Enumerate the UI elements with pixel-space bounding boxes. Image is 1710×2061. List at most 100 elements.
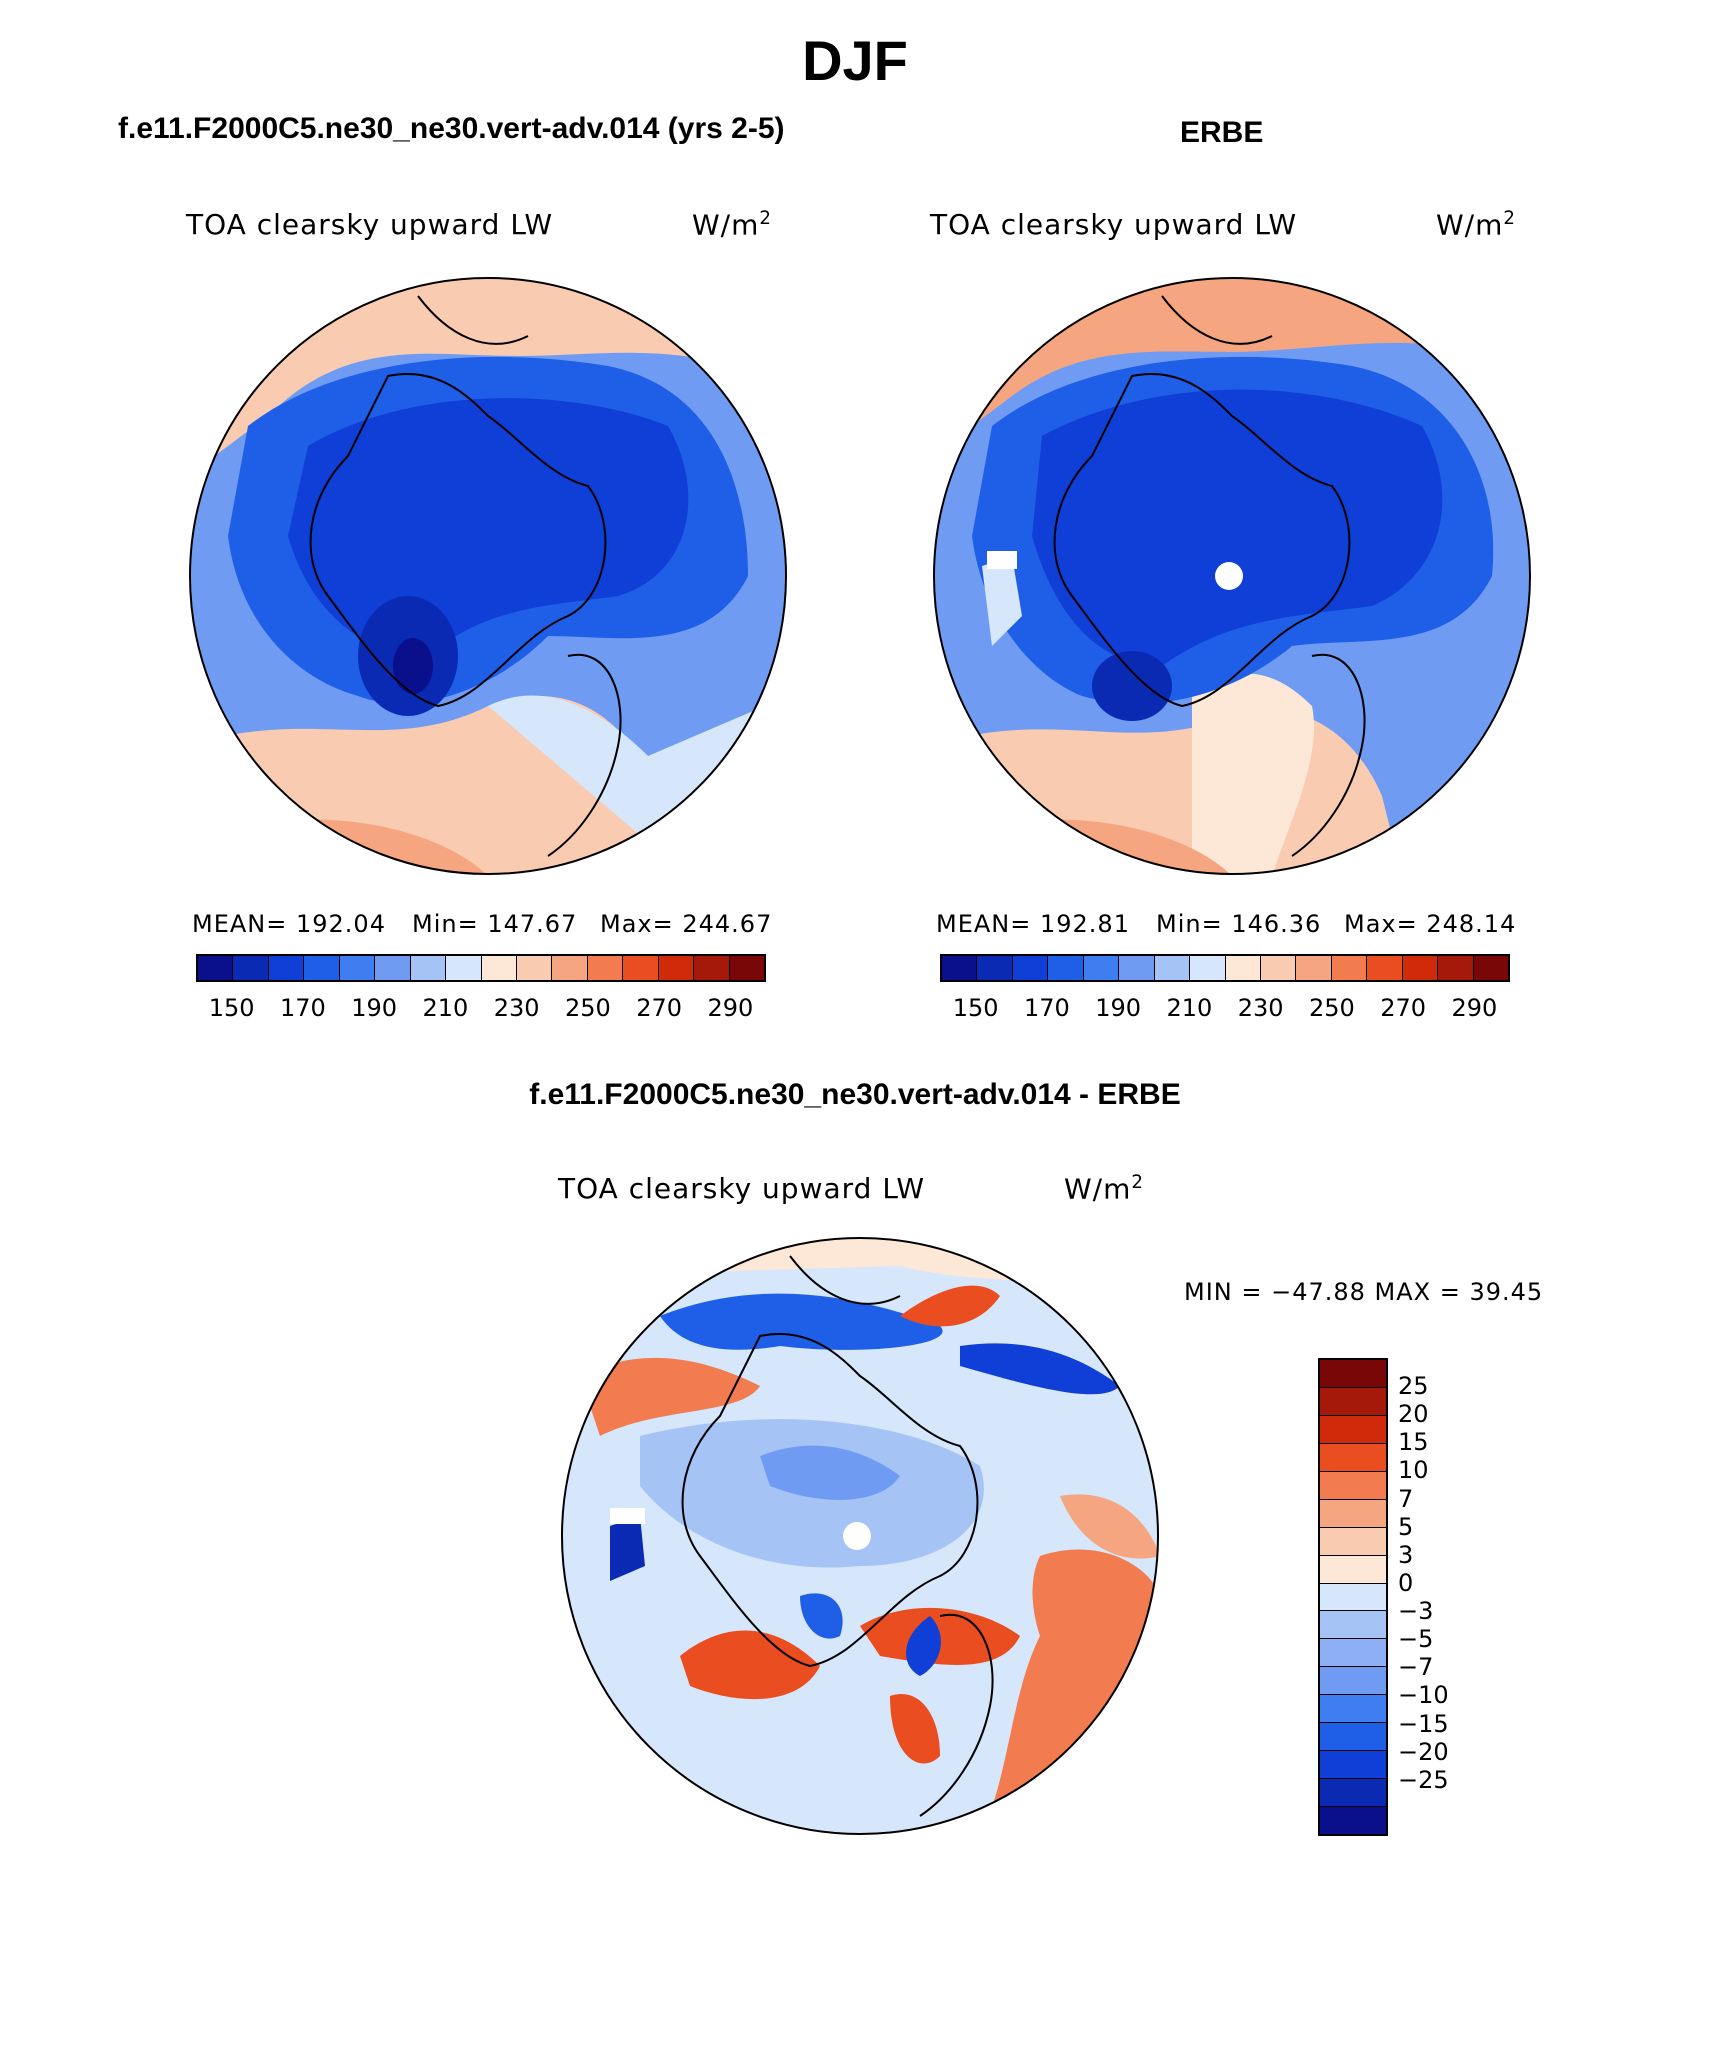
colorbar-tick-label: 250	[1308, 994, 1355, 1022]
colorbar-swatch	[516, 956, 553, 980]
colorbar-swatch	[1320, 1415, 1386, 1444]
obs-mean-stat: MEAN= 192.81	[936, 910, 1130, 938]
colorbar-tick-label: 210	[1166, 994, 1213, 1022]
colorbar-swatch	[552, 956, 588, 980]
colorbar-swatch	[658, 956, 695, 980]
colorbar-swatch	[1320, 1639, 1386, 1668]
colorbar-swatch	[1048, 956, 1084, 980]
obs-polar-map	[933, 277, 1531, 875]
colorbar-swatch	[1367, 956, 1403, 980]
colorbar-tick-label: 230	[493, 994, 540, 1022]
model-colorbar	[196, 954, 766, 982]
colorbar-swatch	[1320, 1360, 1386, 1388]
colorbar-tick-label: 150	[952, 994, 999, 1022]
model-variable-label: TOA clearsky upward LW	[186, 208, 554, 241]
model-panel-title: f.e11.F2000C5.ne30_ne30.vert-adv.014 (yr…	[118, 112, 785, 145]
colorbar-tick-label: 3	[1398, 1540, 1414, 1569]
colorbar-swatch	[1320, 1807, 1386, 1834]
colorbar-swatch	[1320, 1611, 1386, 1640]
colorbar-swatch	[1012, 956, 1049, 980]
colorbar-swatch	[1320, 1667, 1386, 1696]
colorbar-tick-label: 170	[1023, 994, 1070, 1022]
colorbar-swatch	[1320, 1583, 1386, 1612]
diff-units-label: W/m2	[1064, 1172, 1144, 1206]
colorbar-swatch	[729, 956, 764, 980]
colorbar-tick-label: −10	[1398, 1681, 1449, 1710]
colorbar-tick-label: −7	[1398, 1653, 1434, 1682]
colorbar-swatch	[339, 956, 376, 980]
colorbar-tick-label: −3	[1398, 1597, 1434, 1626]
colorbar-tick-label: 5	[1398, 1512, 1414, 1541]
colorbar-swatch	[1320, 1443, 1386, 1472]
model-max-stat: Max= 244.67	[600, 910, 773, 938]
diff-variable-label: TOA clearsky upward LW	[558, 1172, 926, 1205]
colorbar-swatch	[1320, 1499, 1386, 1528]
colorbar-tick-label: 15	[1398, 1428, 1429, 1457]
colorbar-swatch	[694, 956, 730, 980]
colorbar-swatch	[1296, 956, 1332, 980]
colorbar-swatch	[1260, 956, 1297, 980]
colorbar-swatch	[587, 956, 624, 980]
colorbar-swatch	[1320, 1527, 1386, 1556]
colorbar-swatch	[268, 956, 305, 980]
colorbar-swatch	[942, 956, 978, 980]
colorbar-swatch	[1225, 956, 1261, 980]
colorbar-tick-label: 190	[1095, 994, 1142, 1022]
main-title: DJF	[802, 29, 908, 92]
colorbar-tick-label: 210	[422, 994, 469, 1022]
colorbar-tick-label: 270	[636, 994, 683, 1022]
model-min-stat: Min= 147.67	[412, 910, 578, 938]
colorbar-swatch	[410, 956, 447, 980]
obs-colorbar	[940, 954, 1510, 982]
colorbar-swatch	[1438, 956, 1474, 980]
diff-colorbar-ticks: 25 20 15 10 7 5 3 0 −3 −5 −7 −10 −15 −20 −25	[1398, 1358, 1478, 1836]
colorbar-swatch	[1154, 956, 1191, 980]
colorbar-swatch	[1320, 1471, 1386, 1500]
colorbar-swatch	[304, 956, 340, 980]
colorbar-swatch	[1083, 956, 1120, 980]
diff-panel-title: f.e11.F2000C5.ne30_ne30.vert-adv.014 - E…	[529, 1078, 1181, 1111]
colorbar-tick-label: −5	[1398, 1625, 1434, 1654]
colorbar-tick-label: 10	[1398, 1456, 1429, 1485]
colorbar-swatch	[1320, 1779, 1386, 1807]
colorbar-tick-label: 20	[1398, 1400, 1429, 1429]
colorbar-swatch	[1473, 956, 1508, 980]
obs-panel-title: ERBE	[1180, 116, 1264, 149]
obs-min-stat: Min= 146.36	[1156, 910, 1322, 938]
colorbar-swatch	[1320, 1695, 1386, 1724]
colorbar-swatch	[446, 956, 482, 980]
colorbar-tick-label: −20	[1398, 1737, 1449, 1766]
colorbar-swatch	[375, 956, 411, 980]
colorbar-tick-label: −15	[1398, 1709, 1449, 1738]
colorbar-swatch	[1320, 1751, 1386, 1780]
colorbar-tick-label: −25	[1398, 1765, 1449, 1794]
obs-variable-label: TOA clearsky upward LW	[930, 208, 1298, 241]
diff-minmax-stat: MIN = −47.88 MAX = 39.45	[1184, 1278, 1544, 1306]
colorbar-tick-label: 150	[208, 994, 255, 1022]
colorbar-swatch	[1331, 956, 1368, 980]
colorbar-swatch	[1320, 1723, 1386, 1752]
colorbar-swatch	[233, 956, 269, 980]
colorbar-swatch	[1320, 1387, 1386, 1416]
colorbar-swatch	[481, 956, 517, 980]
diff-colorbar	[1318, 1358, 1388, 1836]
colorbar-swatch	[1402, 956, 1439, 980]
model-polar-map	[189, 277, 787, 875]
colorbar-tick-label: 270	[1380, 994, 1427, 1022]
colorbar-swatch	[623, 956, 659, 980]
colorbar-swatch	[977, 956, 1013, 980]
colorbar-tick-label: 25	[1398, 1372, 1429, 1401]
colorbar-swatch	[1190, 956, 1226, 980]
colorbar-tick-label: 230	[1237, 994, 1284, 1022]
obs-units-label: W/m2	[1436, 208, 1516, 242]
colorbar-tick-label: 190	[351, 994, 398, 1022]
colorbar-swatch	[1119, 956, 1155, 980]
model-units-label: W/m2	[692, 208, 772, 242]
colorbar-tick-label: 0	[1398, 1568, 1414, 1597]
colorbar-tick-label: 250	[564, 994, 611, 1022]
colorbar-tick-label: 290	[707, 994, 754, 1022]
obs-max-stat: Max= 248.14	[1344, 910, 1517, 938]
colorbar-tick-label: 7	[1398, 1484, 1414, 1513]
model-mean-stat: MEAN= 192.04	[192, 910, 386, 938]
colorbar-swatch	[1320, 1555, 1386, 1584]
